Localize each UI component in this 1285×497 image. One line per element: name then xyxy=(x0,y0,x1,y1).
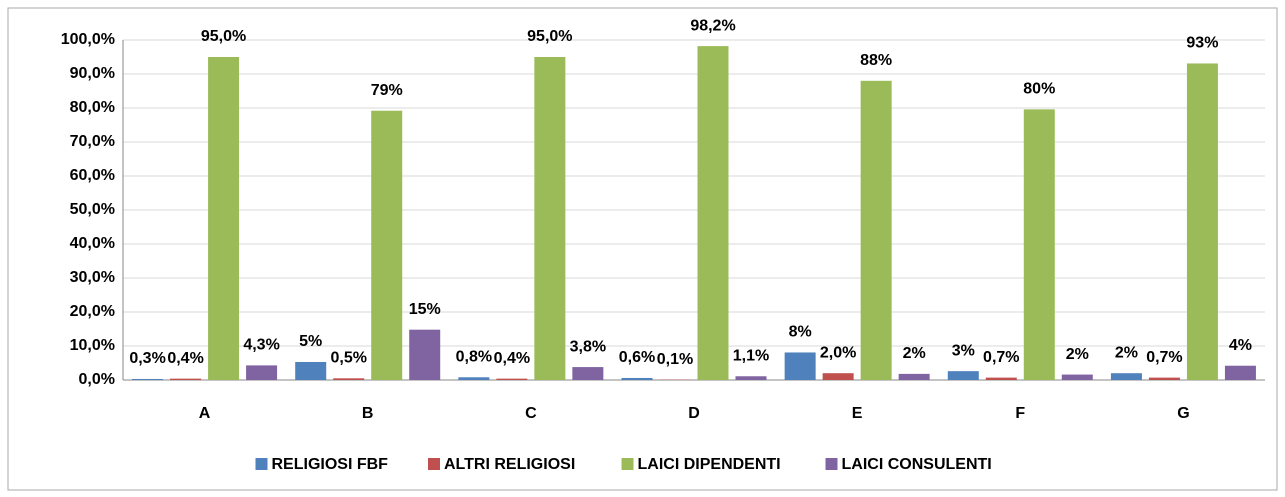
y-tick-label: 70,0% xyxy=(70,133,115,150)
x-tick-label: G xyxy=(1177,405,1189,422)
data-label: 4% xyxy=(1229,337,1252,354)
bar xyxy=(246,365,278,380)
data-label: 0,4% xyxy=(494,350,530,367)
data-label: 0,7% xyxy=(983,349,1019,366)
data-label: 2% xyxy=(903,345,926,362)
bar xyxy=(534,57,566,380)
data-label: 2,0% xyxy=(820,344,856,361)
data-label: 95,0% xyxy=(201,28,246,45)
x-tick-label: C xyxy=(525,405,537,422)
legend-swatch xyxy=(428,458,440,470)
bar xyxy=(170,378,202,380)
y-tick-label: 10,0% xyxy=(70,337,115,354)
data-label: 0,3% xyxy=(129,350,165,367)
bar xyxy=(1148,377,1180,380)
y-tick-label: 30,0% xyxy=(70,269,115,286)
data-label: 3,8% xyxy=(570,338,606,355)
data-label: 3% xyxy=(952,342,975,359)
y-tick-label: 80,0% xyxy=(70,99,115,116)
x-tick-label: F xyxy=(1015,405,1025,422)
y-tick-label: 90,0% xyxy=(70,65,115,82)
legend-label: RELIGIOSI FBF xyxy=(272,456,389,473)
data-label: 80% xyxy=(1023,81,1055,98)
data-label: 15% xyxy=(409,301,441,318)
bar xyxy=(784,352,816,380)
data-label: 1,1% xyxy=(733,347,769,364)
data-label: 0,5% xyxy=(330,350,366,367)
bar xyxy=(132,378,164,380)
bar xyxy=(458,377,490,380)
data-label: 8% xyxy=(789,324,812,341)
bar xyxy=(208,57,240,380)
data-label: 95,0% xyxy=(527,28,572,45)
bar xyxy=(1186,63,1218,381)
bar xyxy=(333,378,365,380)
bar xyxy=(371,110,403,380)
y-tick-label: 40,0% xyxy=(70,235,115,252)
legend-swatch xyxy=(825,458,838,470)
y-tick-label: 50,0% xyxy=(70,201,115,218)
data-label: 0,7% xyxy=(1146,349,1182,366)
data-label: 5% xyxy=(299,333,322,350)
data-label: 0,6% xyxy=(619,349,655,366)
bar xyxy=(822,373,854,380)
x-tick-label: D xyxy=(688,405,700,422)
bar xyxy=(1224,365,1256,380)
data-label: 0,4% xyxy=(167,350,203,367)
bar xyxy=(985,377,1017,380)
y-tick-label: 20,0% xyxy=(70,303,115,320)
bar xyxy=(735,376,767,380)
data-label: 0,1% xyxy=(657,351,693,368)
legend-label: LAICI DIPENDENTI xyxy=(638,456,781,473)
x-tick-label: B xyxy=(362,405,374,422)
data-label: 79% xyxy=(371,82,403,99)
bar xyxy=(898,373,930,380)
data-label: 93% xyxy=(1186,35,1218,52)
bar xyxy=(496,378,528,380)
bar xyxy=(860,80,892,381)
bar xyxy=(295,361,327,380)
legend-label: ALTRI RELIGIOSI xyxy=(444,456,575,473)
data-label: 88% xyxy=(860,52,892,69)
bar xyxy=(947,371,979,380)
bar xyxy=(697,46,729,381)
x-tick-label: A xyxy=(199,405,211,422)
bar xyxy=(572,367,604,380)
bar xyxy=(621,377,653,380)
data-label: 0,8% xyxy=(456,348,492,365)
bar xyxy=(1061,374,1093,380)
legend-label: LAICI CONSULENTI xyxy=(842,456,992,473)
y-tick-label: 60,0% xyxy=(70,167,115,184)
data-label: 2% xyxy=(1115,344,1138,361)
legend-swatch xyxy=(621,458,634,470)
y-tick-label: 100,0% xyxy=(61,31,115,48)
y-tick-label: 0,0% xyxy=(79,371,115,388)
legend-swatch xyxy=(255,458,268,470)
bar xyxy=(1023,109,1055,381)
data-label: 98,2% xyxy=(690,17,735,34)
bar xyxy=(409,329,441,380)
bar xyxy=(1110,373,1142,380)
data-label: 4,3% xyxy=(243,337,279,354)
x-tick-label: E xyxy=(852,405,863,422)
data-label: 2% xyxy=(1066,346,1089,363)
